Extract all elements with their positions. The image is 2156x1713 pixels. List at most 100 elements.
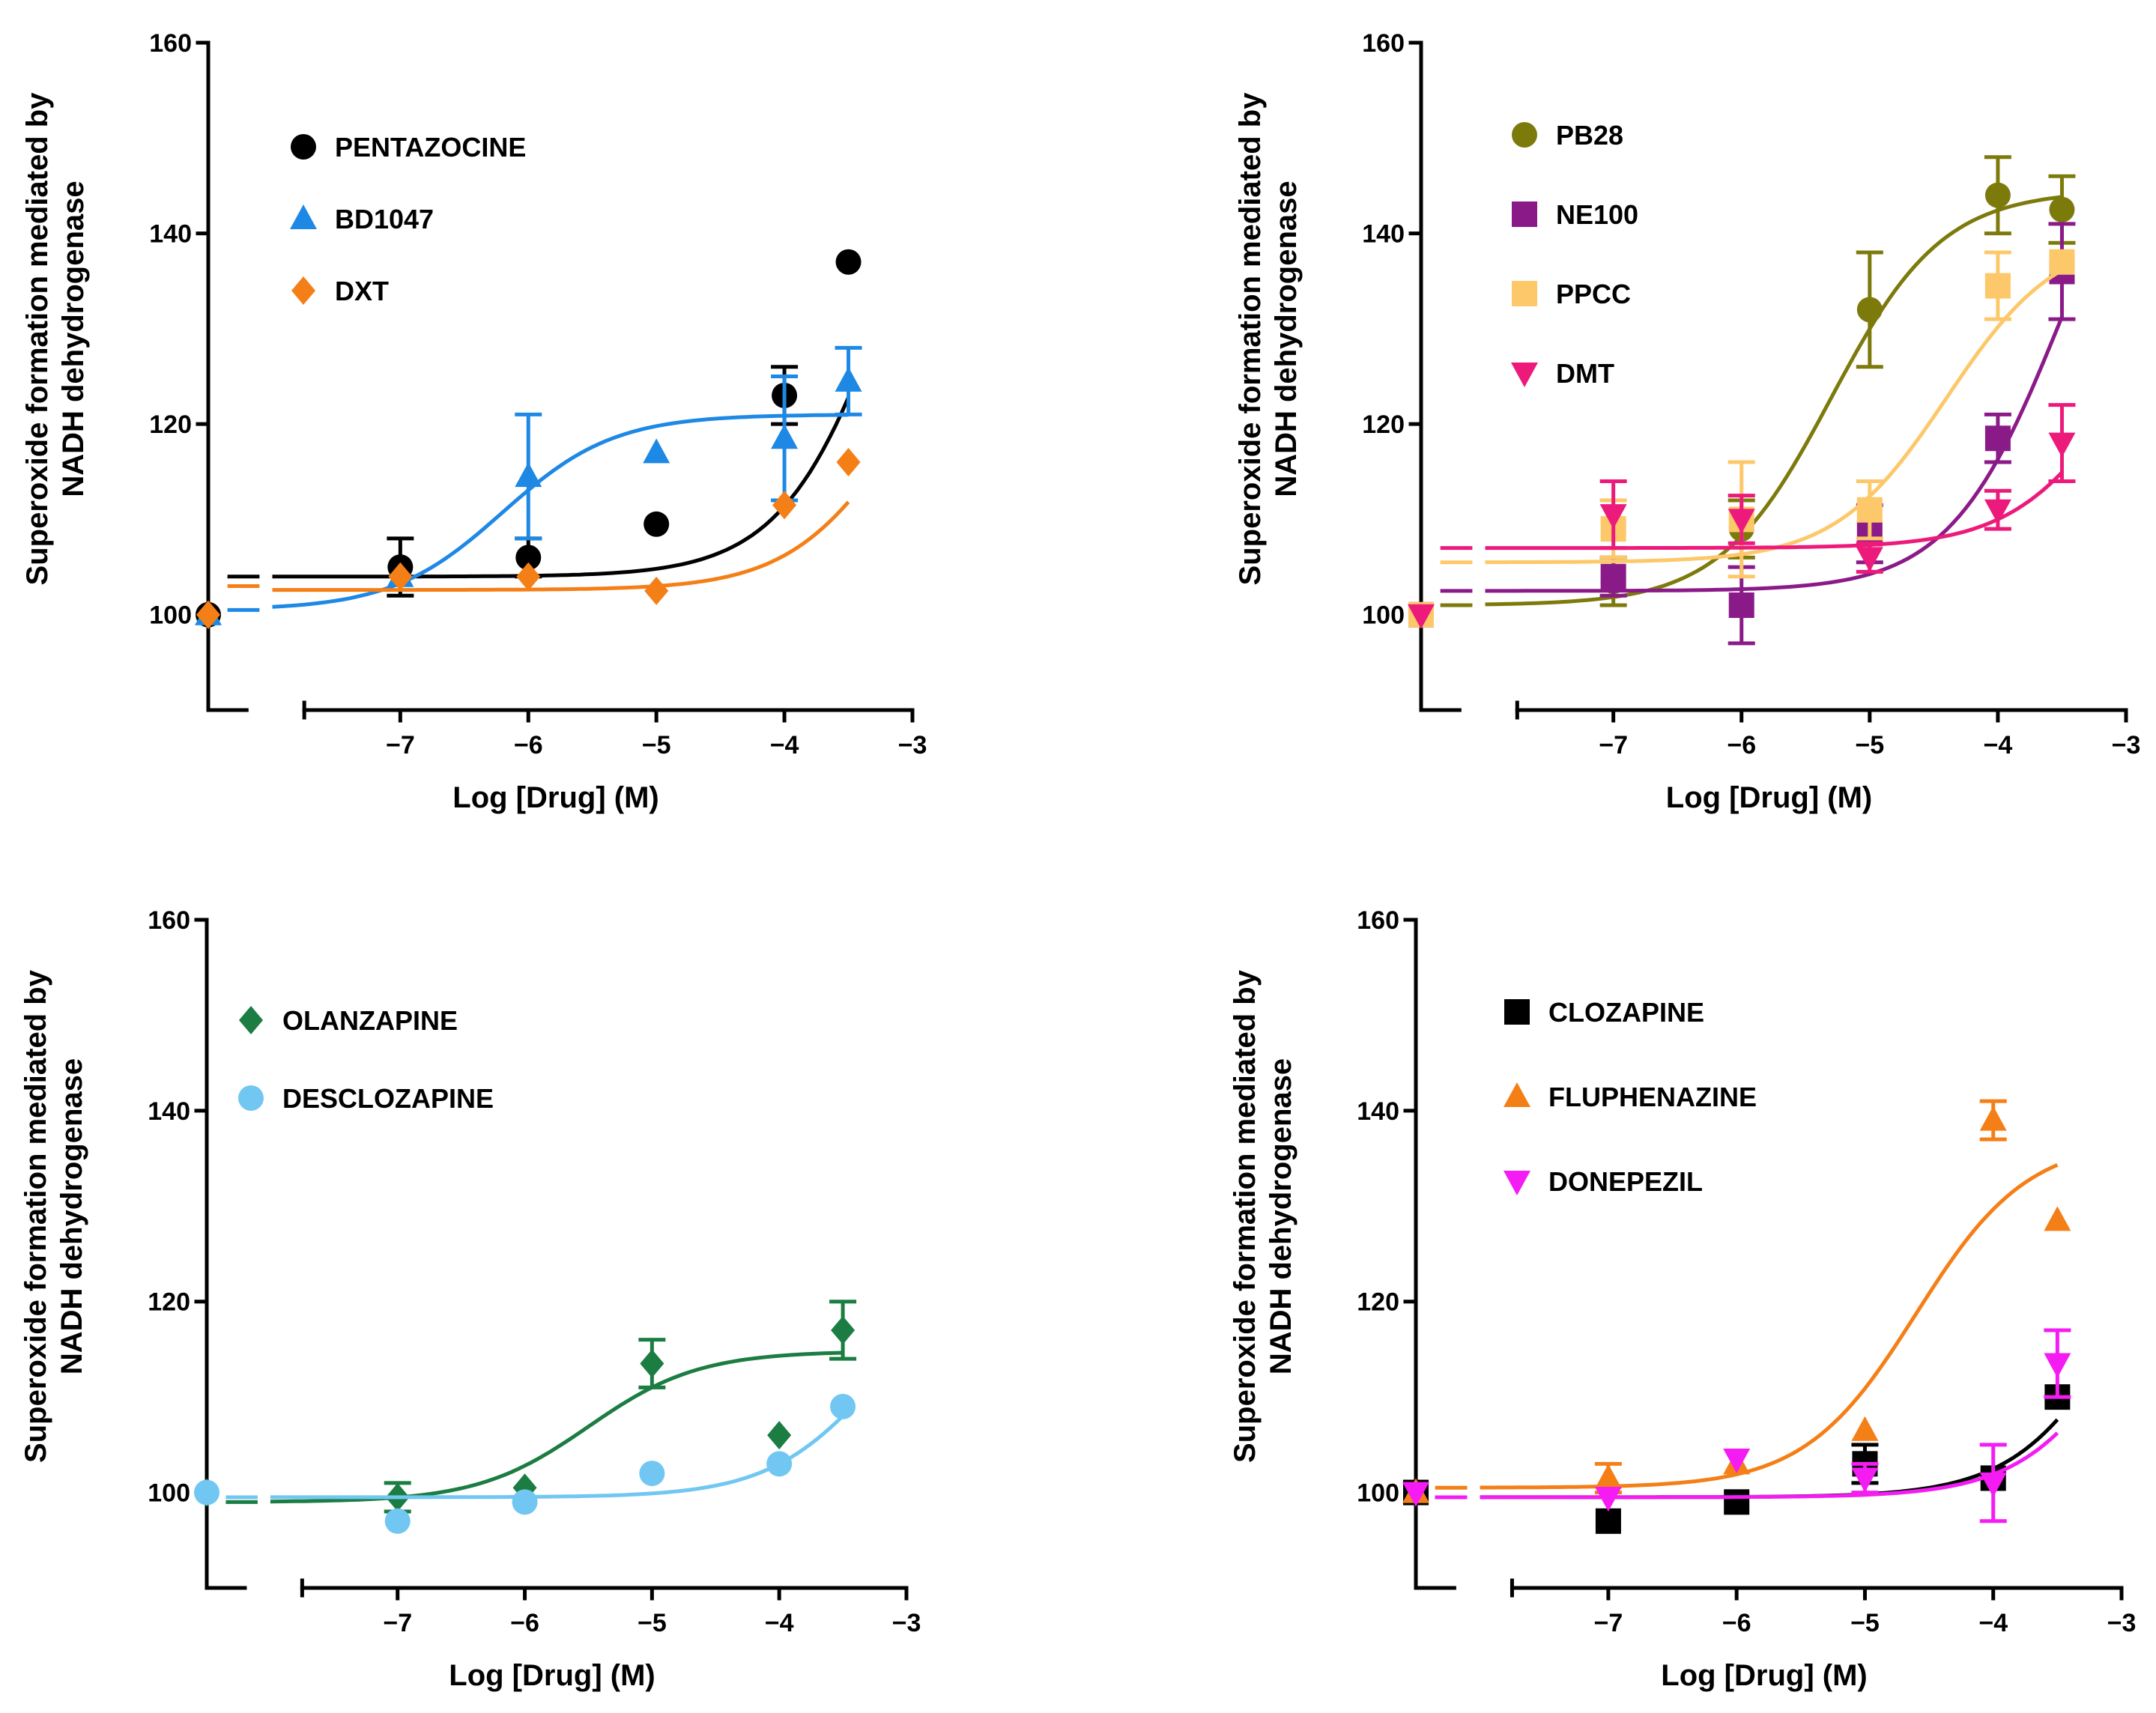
x-tick-label: −6 xyxy=(514,731,543,760)
x-tick-label: −6 xyxy=(1722,1609,1751,1637)
x-tick-label: −7 xyxy=(386,731,415,760)
fit-curve xyxy=(1485,315,2064,593)
y-axis-title: Superoxide formation mediated by NADH deh… xyxy=(1229,969,1297,1463)
x-tick-label: −4 xyxy=(770,731,799,760)
legend-label: OLANZAPINE xyxy=(282,1005,458,1036)
data-point xyxy=(1856,497,1883,523)
data-point xyxy=(2049,249,2075,275)
x-tick-label: −7 xyxy=(1594,1609,1623,1637)
data-point xyxy=(515,545,542,571)
x-tick-label: −5 xyxy=(638,1609,667,1637)
legend-label: CLOZAPINE xyxy=(1548,997,1704,1028)
data-point xyxy=(1984,425,2011,452)
data-point xyxy=(516,562,541,591)
data-point xyxy=(1728,592,1754,618)
legend-label: BD1047 xyxy=(335,204,434,234)
data-point xyxy=(384,1508,411,1534)
fit-curve xyxy=(272,500,850,592)
data-point xyxy=(766,1451,793,1477)
data-point xyxy=(2044,1353,2071,1378)
panel-top-left-pentazocine: 100 120 140 160 −7 −6 −5 −4 −3 Log [Drug] (M) Supe… xyxy=(21,29,927,814)
series-desclozapine: DESCLOZAPINE xyxy=(194,1083,856,1534)
y-tick-label: 140 xyxy=(1357,1097,1399,1126)
data-point xyxy=(835,366,862,392)
y-axis-title: Superoxide formation mediated by NADH deh… xyxy=(19,969,88,1463)
data-point xyxy=(1979,1472,2007,1497)
series-ppcc: PPCC xyxy=(1408,249,2075,628)
legend-marker xyxy=(1504,999,1530,1025)
series-dxt: DXT xyxy=(196,276,861,629)
x-tick-label: −5 xyxy=(1855,731,1884,760)
fit-curve xyxy=(272,396,850,579)
data-point xyxy=(1727,509,1755,534)
data-point xyxy=(1595,1508,1621,1534)
data-point xyxy=(388,562,413,591)
data-point xyxy=(830,1393,856,1419)
x-tick-label: −3 xyxy=(892,1609,921,1637)
legend-label: PB28 xyxy=(1556,120,1623,151)
data-point xyxy=(644,511,670,537)
legend-label: FLUPHENAZINE xyxy=(1548,1082,1757,1112)
y-axis-title: Superoxide formation mediated by NADH deh… xyxy=(21,92,90,586)
data-point xyxy=(772,491,797,520)
data-point xyxy=(196,600,220,629)
y-tick-label: 160 xyxy=(149,29,192,58)
x-tick-label: −6 xyxy=(510,1609,539,1637)
y-axis-title-line-2: NADH dehydrogenase xyxy=(1270,181,1303,497)
data-point xyxy=(1979,1106,2007,1131)
data-point xyxy=(2048,432,2076,458)
panel-bottom-right-clozapine: 100 120 140 160 −7 −6 −5 −4 −3 Log [Drug] (M) Supe… xyxy=(1229,906,2136,1692)
series-fluphenazine: FLUPHENAZINE xyxy=(1402,1082,2071,1503)
fit-curve xyxy=(1480,1431,2059,1500)
series-pentazocine: PENTAZOCINE xyxy=(196,132,862,628)
x-axis-title: Log [Drug] (M) xyxy=(1666,781,1872,814)
fit-curve xyxy=(272,413,849,609)
data-point xyxy=(1851,1416,1879,1441)
series-donepezil: DONEPEZIL xyxy=(1402,1166,2071,1523)
data-point xyxy=(831,1315,856,1344)
y-tick-label: 160 xyxy=(1357,906,1399,935)
x-tick-label: −3 xyxy=(898,731,927,760)
legend-marker xyxy=(238,1085,264,1111)
y-tick-label: 120 xyxy=(1357,1288,1399,1317)
legend-label: PENTAZOCINE xyxy=(335,132,526,163)
y-tick-label: 140 xyxy=(148,1097,190,1126)
y-tick-label: 160 xyxy=(148,906,190,935)
legend-marker xyxy=(1504,1082,1530,1107)
data-point xyxy=(640,1349,664,1378)
y-tick-label: 100 xyxy=(149,601,192,630)
legend-marker xyxy=(1512,281,1537,306)
y-axis-title-line-2: NADH dehydrogenase xyxy=(1265,1058,1297,1374)
data-point xyxy=(1724,1489,1750,1515)
legend-label: DONEPEZIL xyxy=(1548,1166,1703,1197)
data-point xyxy=(1408,604,1435,629)
y-tick-label: 100 xyxy=(148,1479,190,1508)
legend-marker xyxy=(1512,201,1537,227)
data-point xyxy=(512,1489,538,1515)
x-tick-label: −3 xyxy=(2107,1609,2137,1637)
data-point xyxy=(643,438,670,464)
legend-marker xyxy=(290,204,317,229)
x-axis-title: Log [Drug] (M) xyxy=(1661,1659,1867,1692)
fit-curve xyxy=(1485,470,2064,551)
legend-label: DXT xyxy=(335,276,389,306)
legend-label: DESCLOZAPINE xyxy=(282,1083,494,1114)
legend-marker xyxy=(291,276,315,305)
data-point xyxy=(1856,297,1883,323)
fit-curve xyxy=(1485,268,2063,565)
data-point xyxy=(1402,1482,1429,1507)
series-bd1047: BD1047 xyxy=(195,204,862,625)
data-point xyxy=(644,576,669,605)
fit-curve xyxy=(270,1350,844,1504)
data-point xyxy=(1723,1448,1751,1473)
x-tick-label: −5 xyxy=(1850,1609,1880,1637)
data-point xyxy=(1599,504,1627,530)
data-point xyxy=(1594,1486,1622,1512)
data-point xyxy=(1856,547,1883,572)
data-point xyxy=(771,424,799,449)
legend-marker xyxy=(1512,122,1537,148)
panel-top-right-pb28: 100 120 140 160 −7 −6 −5 −4 −3 Log [Drug] (M) Supe… xyxy=(1234,29,2140,814)
data-point xyxy=(767,1421,792,1450)
legend-label: PPCC xyxy=(1556,279,1631,309)
